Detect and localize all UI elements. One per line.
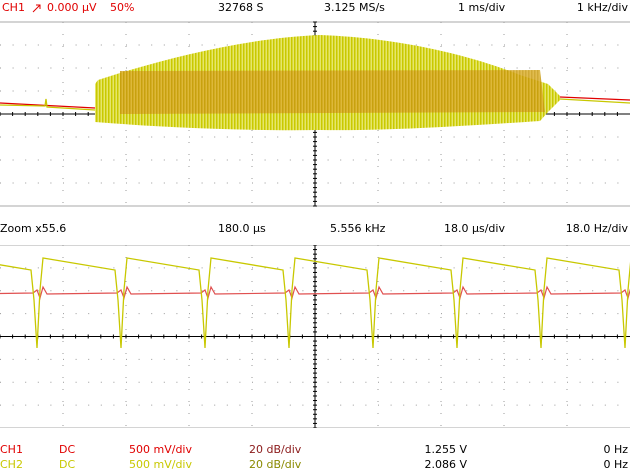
ch-name: CH2 xyxy=(0,458,23,471)
freq-div: 1 kHz/div xyxy=(577,1,629,14)
coupling: DC xyxy=(59,443,75,456)
zoom-time-div: 18.0 µs/div xyxy=(444,222,505,235)
value: 2.086 V xyxy=(424,458,467,471)
channel: CH1 xyxy=(2,1,25,14)
header-bar: CH1 0.000 µV 50% 32768 S 3.125 MS/s 1 ms… xyxy=(2,1,628,14)
zoom-plot xyxy=(0,245,630,428)
ch1-trace-right xyxy=(559,96,630,101)
ch1-trace xyxy=(0,102,96,109)
zoom-span: 180.0 µs xyxy=(218,222,266,235)
envelope-core xyxy=(120,70,545,114)
sample-rate: 3.125 MS/s xyxy=(324,1,385,14)
grid xyxy=(0,245,630,428)
trigger-position: 50% xyxy=(110,1,134,14)
ch2-trace xyxy=(0,257,630,349)
ch2-trace-right xyxy=(559,98,630,104)
freq: 0 Hz xyxy=(603,458,628,471)
volts-div: 500 mV/div xyxy=(129,443,192,456)
channel-table: CH1 DC 500 mV/div 20 dB/div 1.255 V 0 Hz… xyxy=(0,443,628,471)
ch1-trace xyxy=(0,287,630,298)
main-plot xyxy=(0,21,630,207)
ch-name: CH1 xyxy=(0,443,23,456)
db-div: 20 dB/div xyxy=(249,458,302,471)
ch2-trace xyxy=(0,98,96,111)
trigger-level: 0.000 µV xyxy=(47,1,97,14)
zoom-freq-div: 18.0 Hz/div xyxy=(566,222,629,235)
value: 1.255 V xyxy=(424,443,467,456)
coupling: DC xyxy=(59,458,75,471)
samples: 32768 S xyxy=(218,1,263,14)
time-div: 1 ms/div xyxy=(458,1,506,14)
zoom: Zoom x55.6 xyxy=(0,222,66,235)
volts-div: 500 mV/div xyxy=(129,458,192,471)
zoom-frequency: 5.556 kHz xyxy=(330,222,386,235)
trigger-edge-icon xyxy=(32,4,41,13)
db-div: 20 dB/div xyxy=(249,443,302,456)
zoom-bar: Zoom x55.6 180.0 µs 5.556 kHz 18.0 µs/di… xyxy=(0,222,628,235)
freq: 0 Hz xyxy=(603,443,628,456)
